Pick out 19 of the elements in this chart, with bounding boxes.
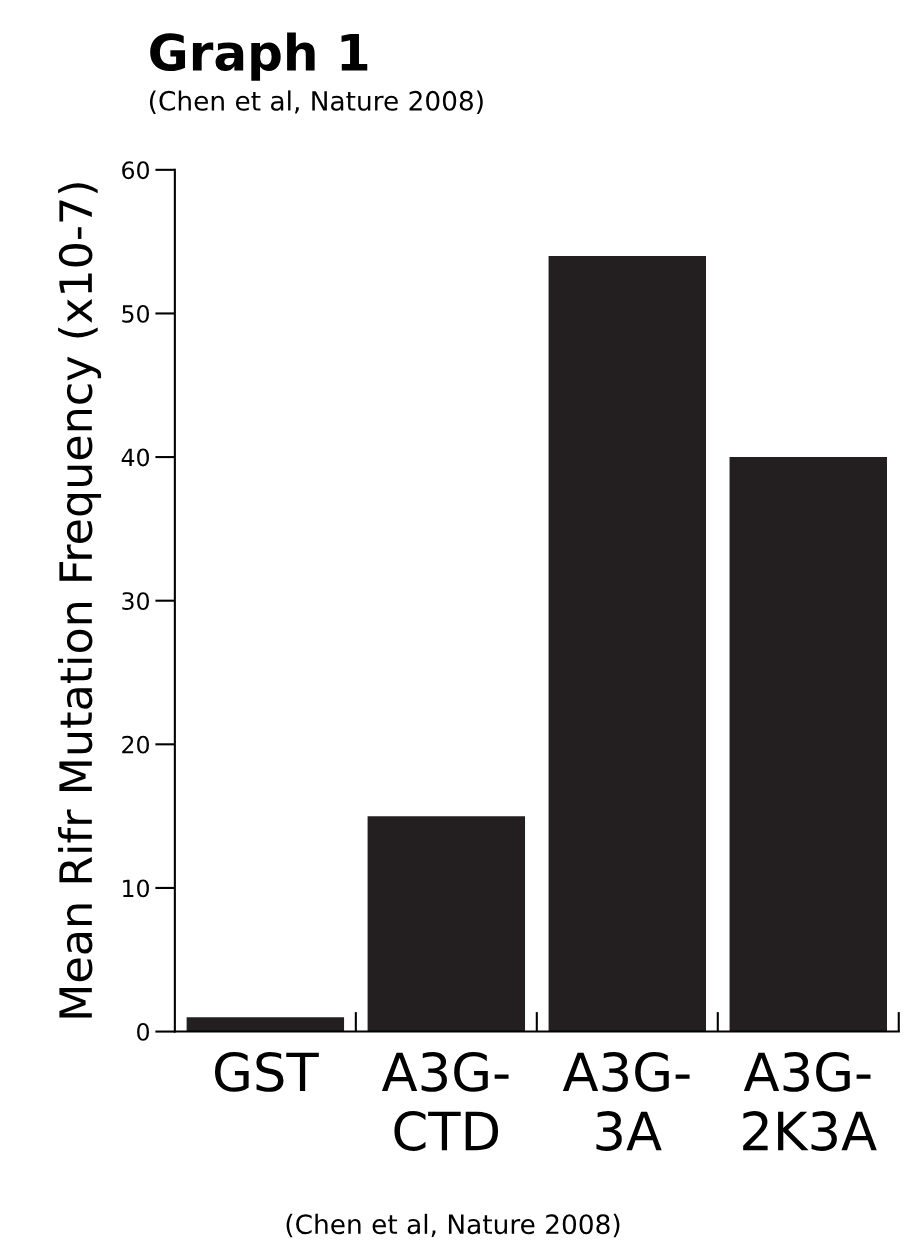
y-axis-title: Mean Rifr Mutation Frequency (x10-7): [58, 183, 102, 1018]
chart-subtitle: (Chen et al, Nature 2008): [149, 90, 483, 114]
bar: [367, 816, 526, 1032]
y-tick-label: 10: [123, 879, 149, 898]
bar: [548, 256, 707, 1032]
y-tick-label: 50: [122, 304, 149, 323]
bar: [729, 457, 887, 1032]
y-tick-label: 0: [137, 1023, 149, 1041]
y-tick-label: 20: [122, 735, 149, 754]
x-tick-label: A3G-2K3A: [743, 1051, 877, 1151]
chart-title: Graph 1: [150, 32, 368, 81]
x-tick-label: A3G-3A: [562, 1051, 690, 1151]
x-tick-label: A3G-CTD: [381, 1051, 509, 1151]
y-tick-label: 60: [122, 161, 149, 180]
y-tick-label: 30: [122, 592, 149, 610]
bar: [186, 1017, 345, 1032]
x-tick-label: GST: [214, 1051, 319, 1092]
text: (Chen et al, Nature 2008): [286, 1213, 620, 1238]
y-tick-label: 40: [121, 448, 149, 467]
